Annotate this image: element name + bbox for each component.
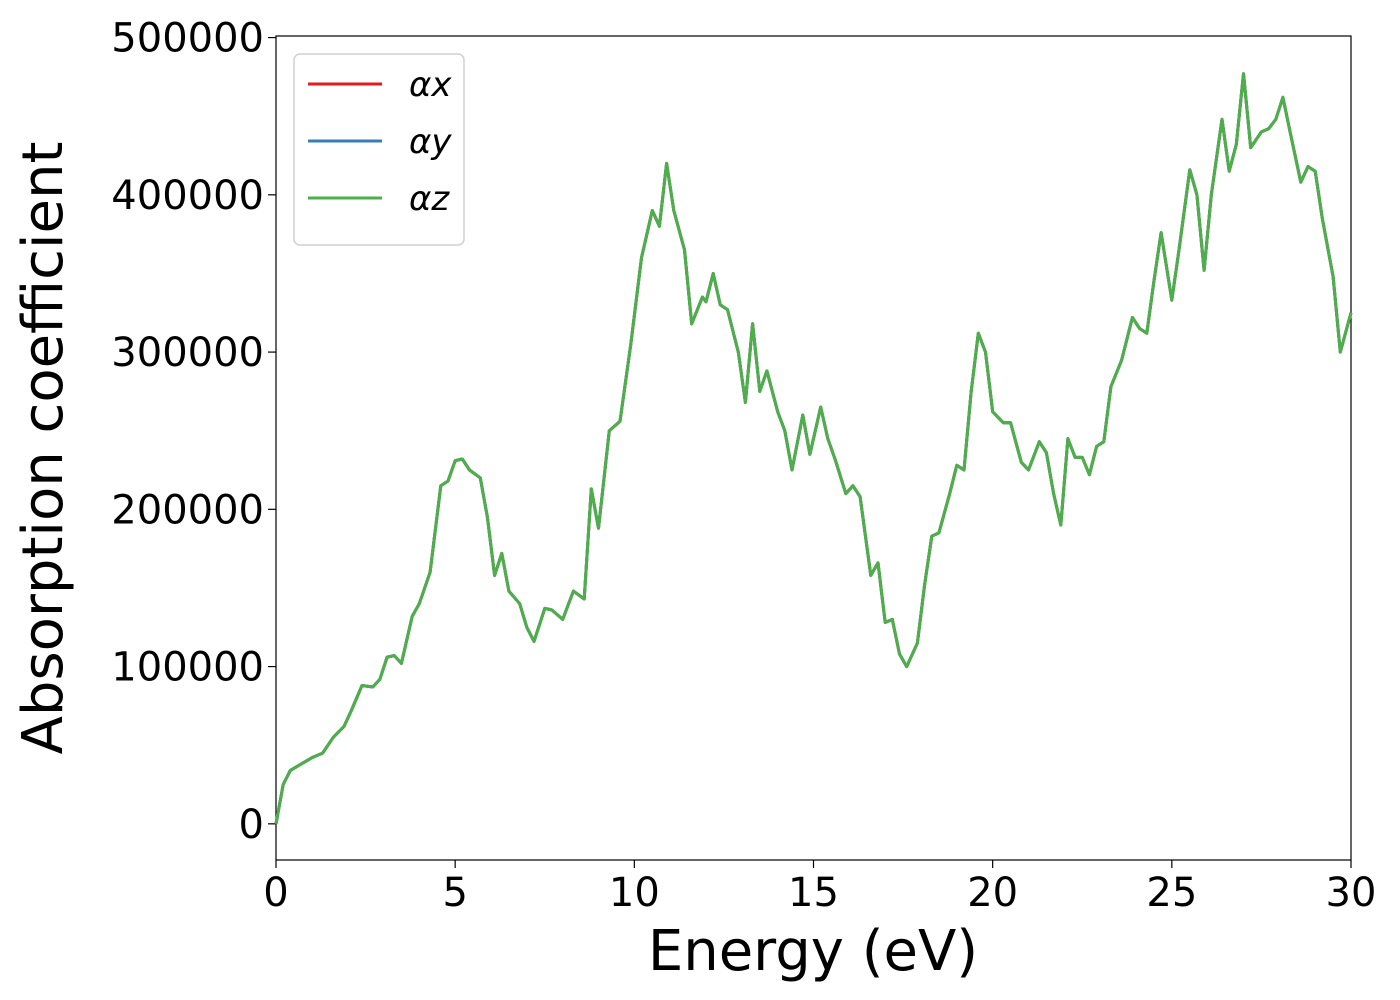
y-tick-label: 0	[239, 802, 264, 848]
x-tick-label: 10	[609, 870, 660, 916]
y-tick-label: 300000	[111, 330, 264, 376]
y-tick-label: 100000	[111, 645, 264, 691]
y-tick-label: 400000	[111, 173, 264, 219]
series-line	[274, 72, 1353, 825]
x-tick-label: 5	[442, 870, 467, 916]
x-tick-label: 20	[967, 870, 1018, 916]
y-tick-label: 200000	[111, 487, 264, 533]
x-tick-label: 0	[263, 870, 288, 916]
x-tick-label: 15	[788, 870, 839, 916]
legend-label: αx	[409, 65, 452, 105]
x-tick-label: 30	[1326, 870, 1377, 916]
x-tick-label: 25	[1146, 870, 1197, 916]
x-axis-label: Energy (eV)	[648, 919, 978, 984]
y-axis-label: Absorption coefficient	[11, 142, 76, 755]
legend-label: αz	[409, 179, 450, 219]
y-tick-label: 500000	[111, 16, 264, 62]
legend-label: αy	[409, 122, 452, 162]
